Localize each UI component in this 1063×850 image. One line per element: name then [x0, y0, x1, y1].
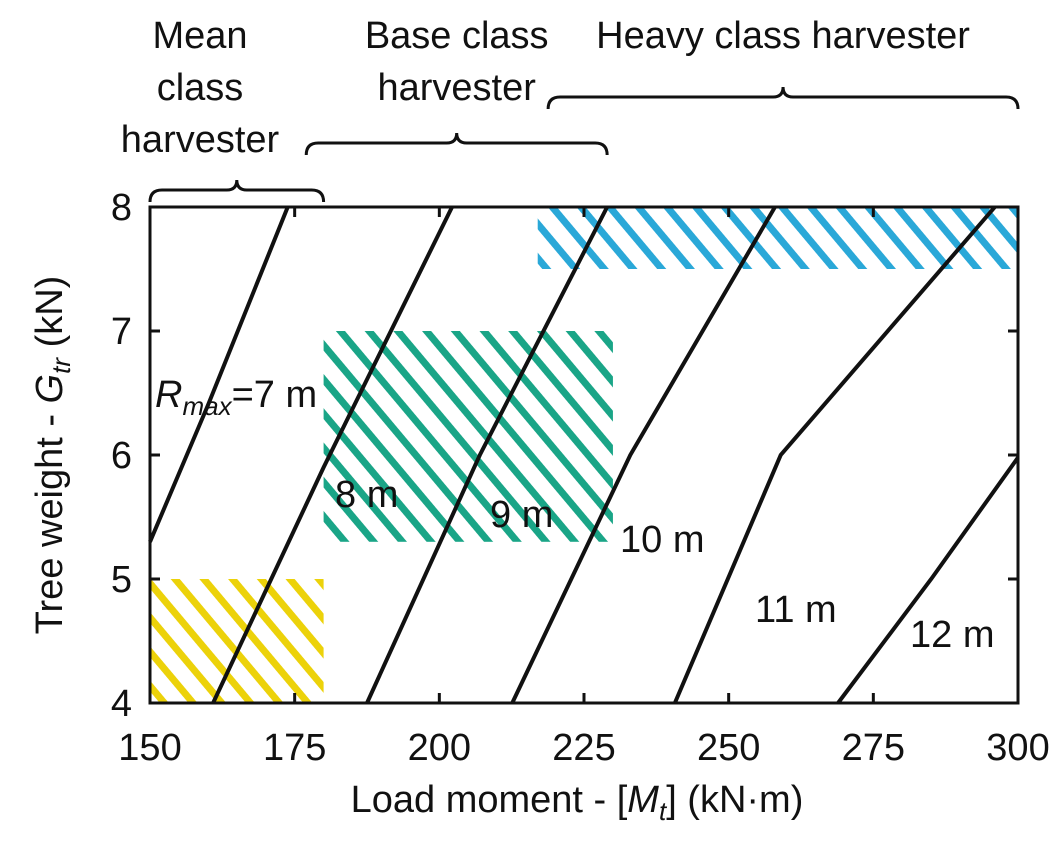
- class-label: harvester: [377, 67, 536, 109]
- class-brace: [546, 86, 1020, 110]
- class-label: Base class: [365, 15, 549, 57]
- curve-label: 10 m: [620, 519, 704, 561]
- x-label-part: Load moment - [: [351, 779, 628, 821]
- curve-label: 12 m: [910, 614, 994, 656]
- curve-label-part: 11 m: [755, 589, 837, 631]
- class-label: class: [157, 67, 244, 109]
- y-tick-label: 8: [111, 187, 132, 229]
- hatched-region: [150, 579, 324, 703]
- class-brace: [148, 179, 326, 203]
- x-tick-label: 225: [552, 727, 615, 769]
- curve-label-part: 12 m: [910, 614, 994, 656]
- curve-label-part: =7 m: [232, 374, 318, 416]
- curve: [673, 205, 997, 704]
- curve-label-part: 9 m: [490, 494, 553, 536]
- x-tick-label: 300: [986, 727, 1049, 769]
- y-label-part: Tree weight -: [29, 403, 71, 634]
- curve: [510, 205, 777, 704]
- y-tick-label: 7: [111, 311, 132, 353]
- class-brace: [304, 132, 609, 156]
- curve-label: 9 m: [490, 494, 553, 536]
- hatched-region: [537, 207, 1018, 269]
- class-label: harvester: [121, 119, 280, 161]
- y-label-part: G: [29, 374, 71, 404]
- curve-label: Rmax=7 m: [155, 374, 317, 421]
- y-tick-label: 4: [111, 683, 132, 725]
- y-label-part: tr: [46, 357, 76, 374]
- x-label-part: t: [659, 796, 668, 826]
- x-tick-label: 150: [118, 727, 181, 769]
- y-label-part: (kN): [29, 276, 71, 358]
- x-tick-label: 200: [408, 727, 471, 769]
- y-tick-label: 6: [111, 435, 132, 477]
- x-tick-label: 250: [697, 727, 760, 769]
- curve-label-part: 10 m: [620, 519, 704, 561]
- y-tick-label: 5: [111, 559, 132, 601]
- x-tick-label: 275: [842, 727, 905, 769]
- curve: [365, 206, 609, 704]
- x-label-part: ] (kN·m): [666, 779, 803, 821]
- curve-label: 8 m: [335, 474, 398, 516]
- curve-label-part: max: [182, 391, 232, 421]
- x-tick-label: 175: [263, 727, 326, 769]
- class-label: Mean: [152, 15, 247, 57]
- curve: [211, 206, 454, 704]
- x-label-part: M: [627, 779, 659, 821]
- curve: [148, 206, 290, 543]
- y-axis-label: Tree weight - Gtr (kN): [29, 276, 76, 635]
- curve: [836, 456, 1020, 705]
- curve-label: 11 m: [755, 589, 837, 631]
- curve-label-part: R: [155, 374, 182, 416]
- x-axis-label: Load moment - [Mt] (kN·m): [351, 779, 804, 826]
- curve-label-part: 8 m: [335, 474, 398, 516]
- class-label: Heavy class harvester: [596, 15, 970, 57]
